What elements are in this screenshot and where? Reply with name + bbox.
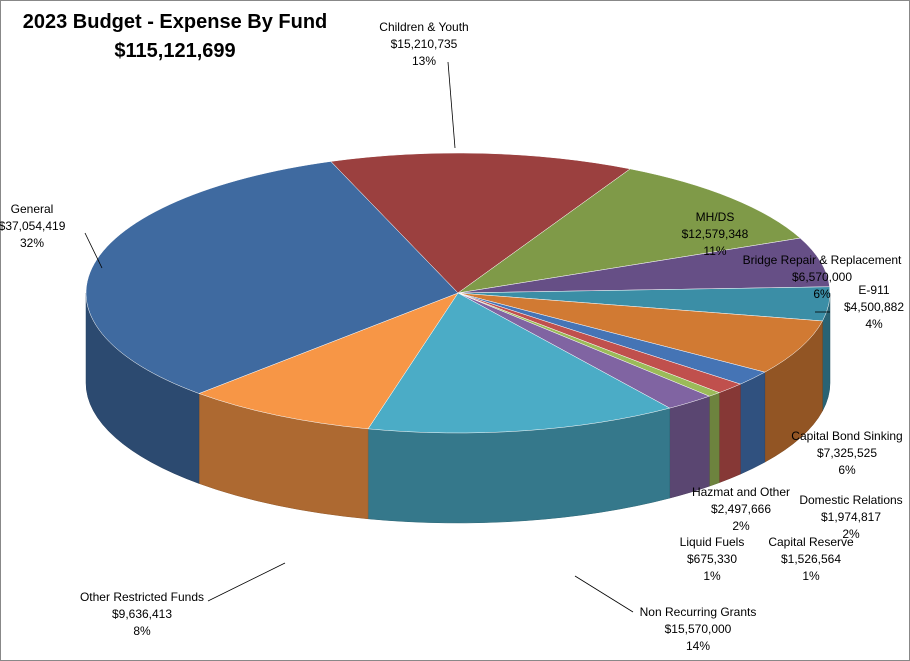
data-label-value: $1,526,564 — [781, 552, 841, 566]
data-label-percent: 8% — [133, 624, 151, 638]
data-label-name: Capital Bond Sinking — [791, 429, 902, 443]
data-label-value: $675,330 — [687, 552, 737, 566]
data-label-percent: 1% — [802, 569, 820, 583]
leader-line — [447, 61, 456, 149]
data-label-value: $1,974,817 — [821, 510, 881, 524]
leader-line — [84, 232, 103, 269]
data-label-name: Capital Reserve — [768, 535, 854, 549]
data-label-percent: 2% — [842, 527, 860, 541]
slice-side — [709, 392, 720, 487]
data-label-name: Other Restricted Funds — [80, 590, 204, 604]
data-label-value: $37,054,419 — [0, 219, 66, 233]
data-label-value: $15,570,000 — [665, 622, 732, 636]
data-label-name: Hazmat and Other — [692, 485, 790, 499]
data-label-percent: 2% — [732, 519, 750, 533]
slice — [367, 292, 671, 434]
slice — [457, 237, 830, 294]
data-label-value: $12,579,348 — [682, 227, 749, 241]
data-label-percent: 1% — [703, 569, 721, 583]
data-label-percent: 14% — [686, 639, 710, 653]
chart-subtitle: $115,121,699 — [114, 40, 235, 62]
data-label-percent: 11% — [703, 244, 726, 258]
slice-side — [669, 395, 710, 499]
data-label-name: Bridge Repair & Replacement — [743, 253, 902, 267]
data-label-percent: 13% — [412, 54, 436, 68]
data-label-value: $15,210,735 — [391, 37, 458, 51]
data-label-name: E-911 — [858, 283, 889, 297]
slice-side — [719, 383, 741, 484]
data-label-percent: 4% — [865, 317, 883, 331]
chart-title: 2023 Budget - Expense By Fund — [23, 11, 328, 33]
slice — [330, 152, 631, 294]
data-label-value: $7,325,525 — [817, 446, 877, 460]
slice — [85, 161, 459, 394]
data-label-percent: 6% — [838, 463, 856, 477]
data-label-value: $4,500,882 — [844, 300, 904, 314]
data-label-name: General — [11, 202, 54, 216]
data-label-name: Liquid Fuels — [680, 535, 745, 549]
data-label-percent: 32% — [20, 236, 44, 250]
slice — [457, 168, 801, 294]
slice — [457, 292, 823, 373]
slice — [198, 292, 459, 430]
data-label-percent: 6% — [813, 287, 831, 301]
leader-line — [574, 575, 634, 613]
data-label-name: Children & Youth — [379, 20, 468, 34]
data-label-name: MH/DS — [696, 210, 735, 224]
data-label-name: Domestic Relations — [799, 493, 902, 507]
leader-line — [207, 562, 286, 602]
data-label-name: Non Recurring Grants — [640, 605, 757, 619]
slice-side — [740, 371, 766, 475]
data-label-value: $6,570,000 — [792, 270, 852, 284]
data-label-value: $2,497,666 — [711, 502, 771, 516]
data-label-value: $9,636,413 — [112, 607, 172, 621]
